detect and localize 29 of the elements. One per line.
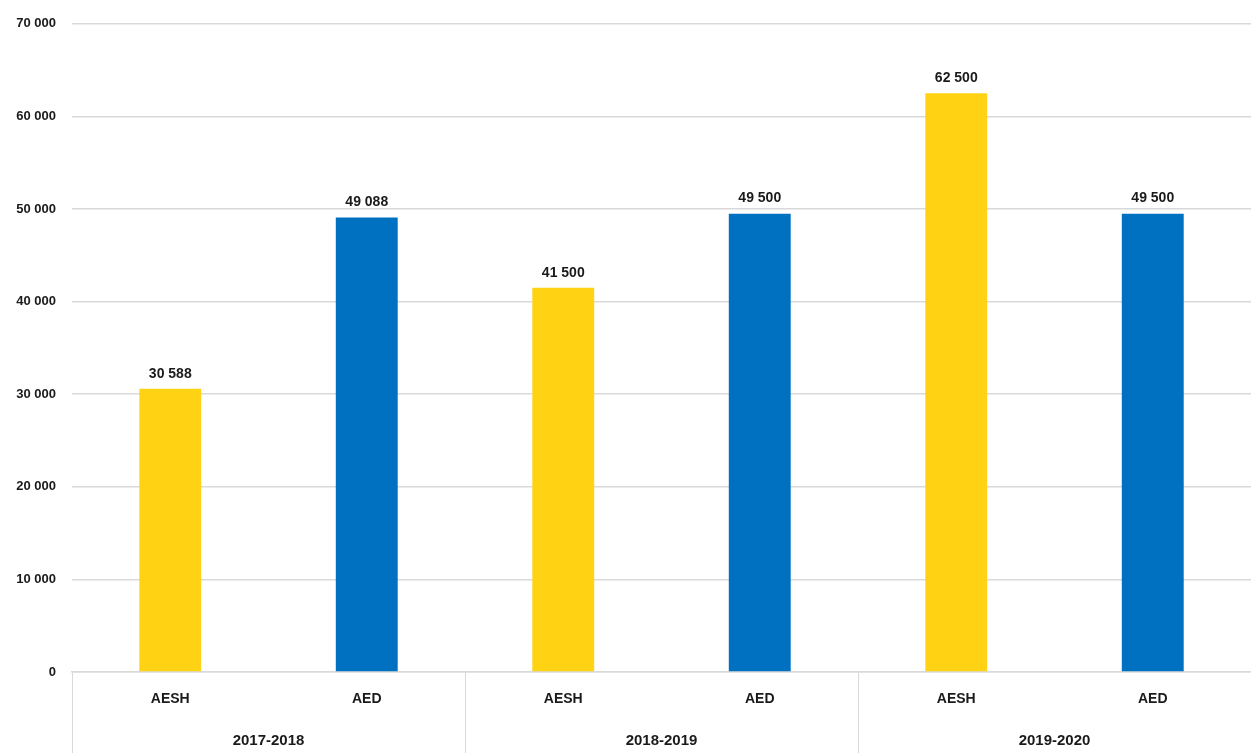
data-label: 49 088 bbox=[345, 193, 389, 210]
data-label: 49 500 bbox=[1131, 189, 1175, 206]
data-label: 49 500 bbox=[738, 189, 782, 206]
y-tick-label: 60 000 bbox=[16, 107, 56, 123]
text: AESH bbox=[543, 689, 583, 706]
bar bbox=[728, 213, 791, 672]
bar bbox=[925, 93, 988, 672]
text: AED bbox=[744, 689, 775, 706]
y-tick-label: 70 000 bbox=[16, 15, 56, 31]
x-tick-label: 2019-2020 bbox=[1018, 731, 1091, 749]
data-label: 41 500 bbox=[541, 263, 585, 280]
y-tick-label: 10 000 bbox=[16, 570, 56, 586]
data-label: 30 588 bbox=[148, 364, 192, 381]
x-tick-label: 2017-2018 bbox=[232, 731, 305, 749]
series-label: AED bbox=[351, 689, 382, 706]
bar bbox=[1121, 213, 1184, 672]
bar bbox=[335, 217, 398, 672]
y-tick-label: 50 000 bbox=[16, 200, 56, 216]
y-tick-label: 30 000 bbox=[16, 385, 56, 401]
series-label: AESH bbox=[150, 689, 190, 706]
data-label: 62 500 bbox=[934, 69, 978, 86]
x-tick-label: 2018-2019 bbox=[625, 731, 698, 749]
text: AESH bbox=[936, 689, 976, 706]
y-tick-label: 20 000 bbox=[16, 478, 56, 494]
bar bbox=[139, 388, 202, 672]
y-tick-label: 0 bbox=[48, 663, 56, 679]
y-tick-label: 40 000 bbox=[16, 293, 56, 309]
bar bbox=[532, 287, 595, 672]
text: AED bbox=[1137, 689, 1168, 706]
